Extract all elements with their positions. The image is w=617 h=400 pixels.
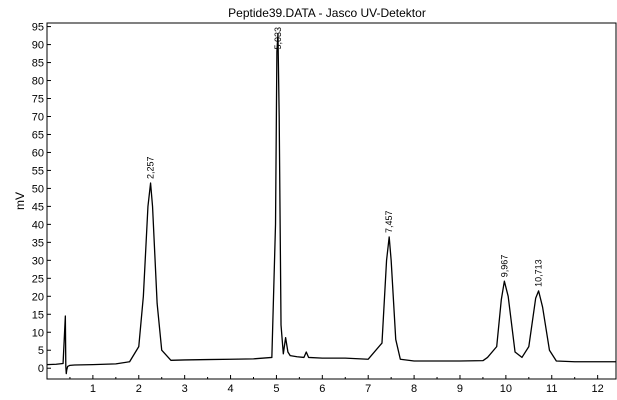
x-tick-label: 5 (273, 383, 279, 395)
y-tick-label: 40 (32, 219, 44, 231)
y-tick-label: 25 (32, 273, 44, 285)
y-tick-label: 90 (32, 40, 44, 52)
x-tick-label: 3 (182, 383, 188, 395)
y-tick-label: 45 (32, 201, 44, 213)
y-tick-label: 60 (32, 147, 44, 159)
y-tick-label: 10 (32, 327, 44, 339)
y-tick-label: 0 (38, 363, 44, 375)
y-tick-label: 5 (38, 345, 44, 357)
peak-label: 7,457 (384, 210, 394, 233)
y-tick-label: 75 (32, 94, 44, 106)
y-tick-label: 15 (32, 309, 44, 321)
x-tick-label: 6 (319, 383, 325, 395)
y-tick-label: 20 (32, 291, 44, 303)
x-tick-label: 7 (365, 383, 371, 395)
x-tick-label: 8 (411, 383, 417, 395)
x-tick-label: 9 (457, 383, 463, 395)
peak-label: 10,713 (534, 259, 544, 287)
peak-label: 5,033 (273, 27, 283, 50)
x-tick-label: 2 (136, 383, 142, 395)
x-tick-label: 10 (500, 383, 512, 395)
x-axis: 1 2 3 4 5 6 7 8 9 10 11 12 (69, 375, 604, 395)
y-tick-label: 65 (32, 129, 44, 141)
y-axis: 0 5 10 15 20 25 30 35 40 45 50 55 60 65 70 75 80 85 90 95 (32, 22, 51, 375)
peak-labels: 2,257 5,033 7,457 9,967 10,713 (146, 27, 544, 287)
peak-label: 9,967 (499, 255, 509, 278)
y-tick-label: 35 (32, 237, 44, 249)
y-tick-label: 50 (32, 183, 44, 195)
x-tick-label: 12 (592, 383, 604, 395)
x-tick-label: 4 (227, 383, 233, 395)
y-tick-label: 95 (32, 22, 44, 34)
series-layer (46, 33, 616, 375)
y-tick-label: 55 (32, 165, 44, 177)
y-tick-label: 70 (32, 111, 44, 123)
y-axis-label: mV (13, 192, 27, 210)
y-tick-label: 85 (32, 58, 44, 70)
y-tick-label: 30 (32, 255, 44, 267)
chart-title: Peptide39.DATA - Jasco UV-Detektor (228, 6, 426, 20)
plot-frame (46, 22, 617, 380)
chromatogram-trace (46, 33, 616, 375)
y-tick-label: 80 (32, 76, 44, 88)
x-tick-label: 11 (546, 383, 557, 395)
peak-label: 2,257 (146, 156, 156, 179)
x-tick-label: 1 (90, 383, 96, 395)
